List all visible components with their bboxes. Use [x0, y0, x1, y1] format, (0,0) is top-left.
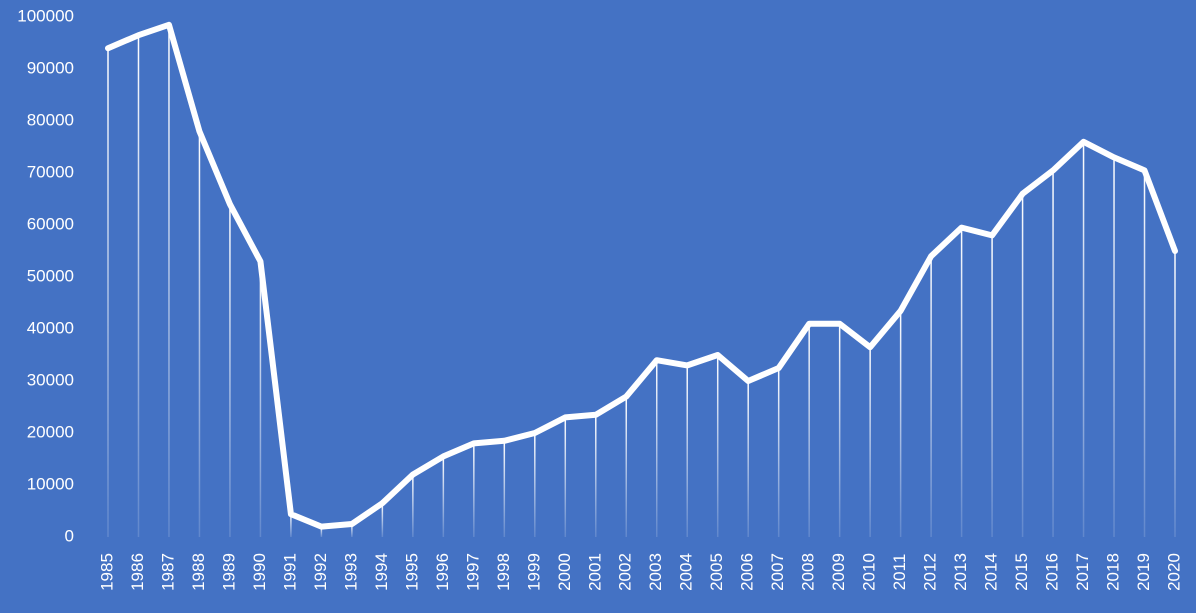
- x-tick-label: 1992: [311, 553, 330, 591]
- drop-line: [1143, 170, 1146, 537]
- drop-line: [1174, 251, 1176, 537]
- drop-line: [777, 368, 780, 537]
- drop-line: [838, 323, 841, 537]
- x-tick-label: 2007: [768, 553, 787, 591]
- data-line: [105, 21, 1178, 530]
- y-tick-label: 10000: [27, 474, 74, 493]
- x-tick-label: 1994: [372, 553, 391, 591]
- x-tick-label: 2005: [707, 553, 726, 591]
- drop-line: [503, 440, 506, 537]
- x-tick-label: 1993: [341, 553, 360, 591]
- drop-line: [107, 48, 109, 537]
- x-tick-label: 2020: [1164, 553, 1183, 591]
- x-tick-label: 2009: [829, 553, 848, 591]
- drop-line: [1052, 170, 1054, 537]
- x-tick-label: 1998: [494, 553, 513, 591]
- drop-line: [1021, 193, 1024, 538]
- drop-line: [412, 474, 414, 537]
- drop-line: [290, 514, 292, 537]
- drop-line: [808, 323, 810, 537]
- drop-line: [686, 365, 688, 537]
- drop-line: [442, 456, 445, 537]
- drop-line: [229, 204, 231, 537]
- x-tick-label: 2018: [1104, 553, 1123, 591]
- drop-line: [595, 414, 597, 537]
- drop-line: [564, 417, 567, 537]
- y-tick-label: 30000: [27, 370, 74, 389]
- drop-line: [534, 433, 536, 537]
- y-tick-label: 40000: [27, 318, 74, 337]
- x-tick-label: 2004: [677, 553, 696, 591]
- x-tick-label: 1985: [97, 553, 116, 591]
- drop-line: [259, 261, 262, 537]
- drop-line: [137, 35, 140, 537]
- x-tick-label: 2011: [890, 554, 909, 591]
- x-tick-label: 2006: [738, 553, 757, 591]
- x-tick-label: 2013: [951, 553, 970, 591]
- x-tick-label: 2019: [1134, 553, 1153, 591]
- y-tick-label: 50000: [27, 266, 74, 285]
- drop-line: [351, 524, 353, 537]
- x-tick-label: 1989: [219, 553, 238, 591]
- drop-line: [960, 227, 963, 537]
- drop-line: [320, 526, 323, 537]
- x-tick-label: 1991: [280, 553, 299, 591]
- x-tick-label: 2017: [1073, 553, 1092, 591]
- y-tick-label: 90000: [27, 58, 74, 77]
- x-tick-label: 2003: [646, 553, 665, 591]
- drop-line: [869, 347, 871, 537]
- y-tick-label: 60000: [27, 214, 74, 233]
- x-tick-label: 1999: [524, 553, 543, 591]
- x-tick-label: 2010: [860, 553, 879, 591]
- drop-line: [473, 443, 475, 537]
- drop-line: [991, 235, 993, 537]
- drop-line: [625, 396, 628, 537]
- x-tick-label: 1997: [463, 553, 482, 591]
- drop-line: [1082, 141, 1085, 538]
- x-tick-label: 2014: [982, 553, 1001, 591]
- x-tick-label: 1987: [158, 553, 177, 591]
- y-tick-label: 80000: [27, 110, 74, 129]
- y-tick-label: 0: [65, 526, 74, 545]
- x-tick-label: 2001: [585, 553, 604, 591]
- x-tick-label: 2008: [799, 553, 818, 591]
- drop-line: [899, 310, 902, 537]
- drop-line: [747, 381, 749, 537]
- drop-line: [381, 503, 384, 537]
- x-tick-label: 1988: [189, 553, 208, 591]
- drop-line: [168, 24, 170, 538]
- x-tick-label: 2002: [616, 553, 635, 591]
- y-tick-label: 100000: [17, 6, 74, 25]
- x-tick-label: 2015: [1012, 553, 1031, 591]
- drop-line: [716, 355, 719, 537]
- x-tick-label: 1986: [128, 553, 147, 591]
- x-tick-label: 2000: [555, 553, 574, 591]
- y-tick-label: 70000: [27, 162, 74, 181]
- x-tick-label: 2012: [921, 553, 940, 591]
- y-tick-label: 20000: [27, 422, 74, 441]
- drop-line: [655, 360, 658, 537]
- x-tick-label: 2016: [1043, 553, 1062, 591]
- x-tick-label: 1996: [433, 553, 452, 591]
- drop-line: [198, 131, 201, 537]
- x-tick-label: 1995: [402, 553, 421, 591]
- x-tick-label: 1990: [250, 553, 269, 591]
- drop-line: [1113, 157, 1115, 537]
- drop-line: [930, 256, 932, 537]
